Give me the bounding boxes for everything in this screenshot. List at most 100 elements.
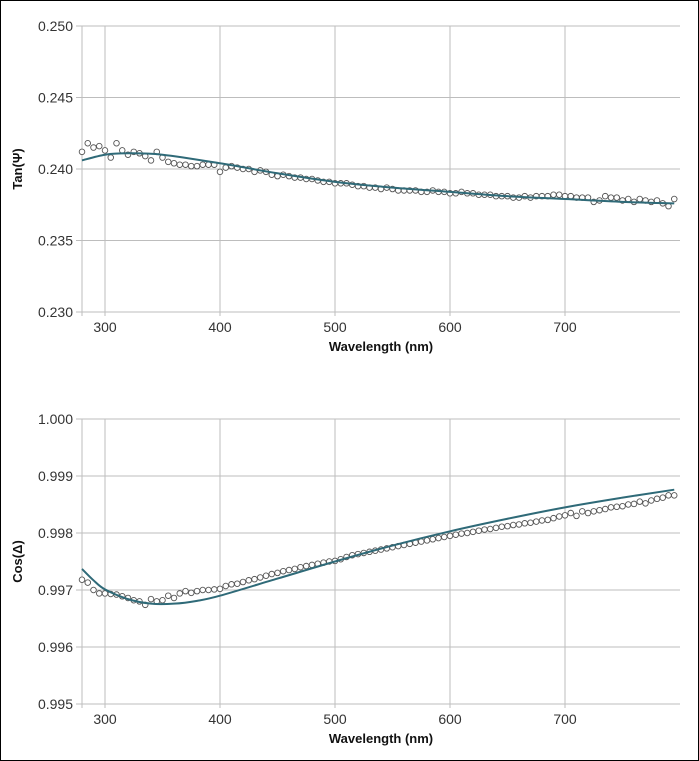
measured-data-point: [567, 509, 575, 517]
measured-data-point: [561, 512, 569, 519]
measured-data-point: [602, 505, 609, 513]
measured-data-point: [84, 579, 91, 586]
x-tick-label: 600: [438, 711, 462, 727]
model-fit-line: [81, 488, 675, 606]
measured-data-point: [607, 194, 615, 201]
measured-data-point: [147, 157, 155, 164]
measured-data-point: [469, 528, 477, 536]
measured-data-point: [590, 508, 598, 515]
measured-data-point: [113, 140, 120, 147]
measured-data-point: [423, 537, 431, 544]
measured-data-point: [665, 492, 672, 499]
measured-data-point: [193, 162, 201, 170]
measured-data-point: [498, 523, 506, 530]
measured-data-point: [210, 586, 218, 593]
measured-data-point: [452, 531, 460, 538]
x-axis-title: Wavelength (nm): [329, 339, 433, 354]
measured-data-point: [176, 161, 183, 168]
measured-data-point: [95, 142, 103, 150]
measured-data-point: [297, 563, 304, 571]
measured-data-point: [187, 589, 195, 597]
cos-delta-chart: 0.995 0.996 0.997 0.998 0.999 1.000 300 400 500 6…: [10, 411, 680, 746]
y-tick-label: 0.997: [38, 582, 73, 598]
y-tick-label: 0.245: [38, 90, 73, 106]
measured-data-point: [228, 581, 235, 588]
measured-data-point: [671, 492, 678, 499]
measured-data-point: [205, 161, 212, 168]
measured-data-point: [653, 495, 661, 503]
measured-data-point: [492, 524, 500, 532]
y-tick-label: 0.235: [38, 233, 73, 249]
measured-data-point: [573, 512, 580, 520]
measured-data-point: [280, 567, 287, 575]
measured-data-point: [90, 144, 97, 151]
y-tick-label: 0.998: [38, 525, 73, 541]
measured-data-point: [619, 502, 626, 510]
measured-data-point: [239, 578, 247, 586]
measured-data-point: [613, 194, 621, 201]
measured-data-point: [291, 565, 299, 573]
measured-data-point: [636, 195, 644, 203]
y-tick-label: 1.000: [38, 411, 73, 427]
measured-data-point: [625, 501, 632, 508]
x-tick-label: 300: [93, 711, 117, 727]
measured-data-point: [176, 590, 183, 597]
measured-data-point: [159, 597, 166, 604]
x-axis-title: Wavelength (nm): [329, 731, 433, 746]
measured-data-point: [257, 574, 264, 581]
measured-data-point: [216, 168, 224, 176]
measured-data-point: [579, 508, 586, 515]
measured-data-point: [533, 518, 540, 525]
measured-data-point: [170, 160, 178, 167]
measured-data-point: [78, 576, 86, 583]
measured-data-point: [274, 569, 281, 577]
measured-data-point: [458, 530, 465, 537]
y-tick-label: 0.250: [38, 18, 73, 34]
measured-data-point: [164, 592, 172, 599]
measured-data-point: [584, 509, 592, 517]
y-axis-title: Cos(Δ): [10, 540, 25, 583]
measured-data-point: [84, 140, 91, 147]
measured-data-point: [556, 513, 563, 520]
x-tick-label: 400: [208, 711, 232, 727]
x-tick-label: 600: [438, 319, 462, 335]
measured-data-point: [170, 594, 178, 602]
measured-data-point: [233, 580, 241, 587]
measured-data-point: [544, 516, 552, 524]
measured-data-point: [429, 536, 437, 543]
measured-data-point: [205, 586, 212, 594]
y-tick-label: 0.996: [38, 639, 73, 655]
measured-data-point: [107, 154, 114, 161]
measured-data-point: [521, 520, 529, 527]
y-tick-label: 0.230: [38, 304, 73, 320]
measured-data-point: [216, 585, 224, 593]
measured-data-point: [481, 526, 488, 533]
measured-data-point: [487, 525, 494, 533]
measured-data-point: [446, 532, 454, 540]
measured-data-point: [567, 192, 575, 200]
measured-data-point: [671, 195, 678, 203]
measured-data-point: [550, 191, 557, 198]
x-tick-label: 500: [323, 319, 347, 335]
x-tick-label: 400: [208, 319, 232, 335]
measured-data-point: [527, 519, 534, 526]
measured-data-point: [464, 529, 471, 537]
model-fit-line: [81, 152, 675, 205]
measured-data-point: [251, 575, 258, 583]
measured-data-point: [435, 534, 442, 542]
measured-data-point: [642, 500, 649, 507]
x-tick-label: 500: [323, 711, 347, 727]
y-axis-title: Tan(Ψ): [10, 148, 25, 189]
measured-data-point: [303, 562, 310, 570]
y-tick-label: 0.999: [38, 468, 73, 484]
measured-data-point: [245, 577, 252, 584]
measured-data-point: [182, 587, 189, 595]
measured-data-point: [504, 522, 511, 530]
measured-data-point: [625, 195, 632, 203]
measured-data-point: [95, 590, 103, 597]
measured-data-point: [187, 162, 195, 170]
measured-data-point: [222, 582, 229, 590]
measured-data-point: [475, 527, 483, 534]
measured-data-point: [613, 503, 621, 511]
